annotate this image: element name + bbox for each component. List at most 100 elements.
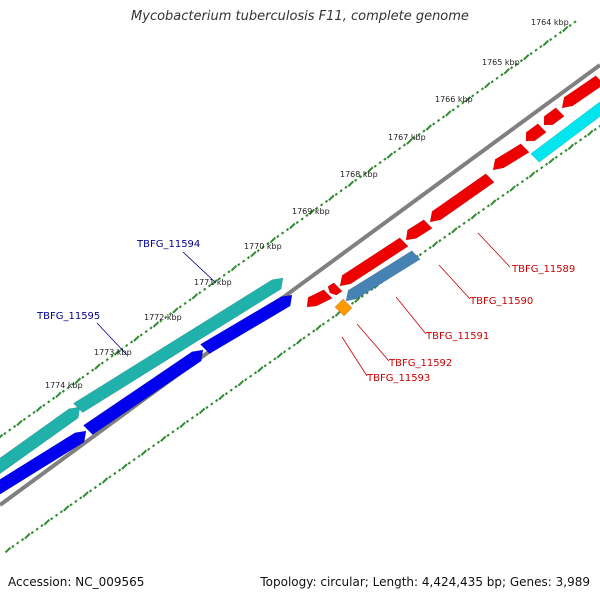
map-title: Mycobacterium tuberculosis F11, complete… [131, 9, 469, 24]
minor-tick [50, 517, 54, 521]
gene-feature [530, 101, 600, 163]
gene-feature [345, 250, 421, 302]
minor-tick [578, 138, 583, 142]
minor-tick [183, 301, 187, 305]
minor-tick [88, 489, 93, 493]
minor-tick [422, 129, 426, 133]
minor-tick [559, 152, 563, 156]
major-tick [230, 265, 238, 272]
gene-label-reverse: TBFG_11589 [511, 264, 575, 275]
minor-tick [514, 62, 519, 66]
gene-label-reverse: TBFG_11591 [425, 331, 489, 342]
major-tick [470, 213, 478, 220]
minor-tick [156, 440, 161, 444]
minor-tick [79, 496, 83, 500]
ruler-tick-label: 1773 kbp [94, 348, 132, 357]
minor-tick [520, 179, 524, 184]
minor-tick [273, 357, 277, 361]
major-tick [528, 171, 536, 178]
minor-tick [305, 213, 309, 218]
major-tick [386, 152, 394, 159]
minor-tick [553, 34, 558, 38]
minor-tick [319, 203, 324, 207]
minor-tick [110, 354, 114, 358]
gene-feature [306, 289, 333, 308]
minor-tick [281, 231, 285, 235]
gene-feature [561, 75, 600, 109]
minor-tick [457, 225, 461, 229]
major-tick [276, 352, 283, 359]
minor-tick [360, 294, 364, 298]
minor-tick [564, 148, 568, 152]
gene-feature [543, 107, 565, 126]
minor-tick [300, 217, 304, 221]
minor-tick [287, 346, 292, 351]
minor-tick [480, 87, 485, 91]
major-tick [35, 405, 43, 413]
gene-label-callouts: TBFG_11594 TBFG_11595 TBFG_11589 TBFG_11590… [36, 232, 575, 384]
major-tick [548, 157, 555, 164]
ruler-tick-label: 1765 kbp [482, 58, 520, 67]
minor-tick [166, 433, 170, 437]
minor-tick [205, 405, 209, 410]
ruler-tick-label: 1764 kbp [531, 18, 569, 27]
minor-tick [242, 259, 246, 263]
major-tick [542, 39, 549, 47]
minor-tick [227, 270, 231, 274]
minor-tick [490, 80, 494, 84]
major-tick [523, 53, 530, 61]
major-tick [198, 407, 206, 415]
minor-tick [315, 206, 319, 211]
gene-label-forward: TBFG_11595 [36, 311, 100, 322]
minor-tick [307, 332, 311, 337]
minor-tick [350, 301, 355, 305]
minor-tick [176, 426, 180, 430]
minor-tick [535, 169, 539, 173]
minor-tick [397, 146, 402, 151]
minor-tick [35, 527, 39, 531]
minor-tick [418, 252, 423, 257]
minor-tick [515, 183, 520, 187]
minor-tick [378, 161, 382, 165]
gene-feature [72, 277, 284, 413]
major-tick [101, 477, 109, 484]
ruler-tick-label: 1768 kbp [340, 170, 378, 179]
genome-stats-footer: Topology: circular; Length: 4,424,435 bp… [260, 575, 590, 589]
minor-tick [417, 132, 421, 137]
minor-tick [185, 419, 190, 424]
minor-tick [276, 234, 280, 239]
minor-tick [481, 207, 486, 212]
callout-leader-line [182, 251, 217, 284]
minor-tick [519, 59, 524, 63]
major-tick [179, 421, 186, 429]
minor-tick [86, 372, 90, 376]
minor-tick [282, 350, 287, 354]
minor-tick [159, 319, 163, 323]
minor-tick [263, 364, 267, 368]
major-tick [191, 293, 199, 300]
minor-tick [436, 118, 441, 123]
minor-tick [51, 396, 56, 400]
minor-tick [93, 485, 97, 490]
minor-tick [32, 410, 36, 415]
ruler-tick-label: 1774 kbp [45, 381, 83, 390]
minor-tick [285, 227, 290, 232]
major-tick [0, 433, 4, 439]
minor-tick [574, 141, 578, 146]
minor-tick [151, 444, 156, 448]
minor-tick [549, 37, 553, 42]
callout-leader-line [356, 323, 390, 362]
gene-label-reverse: TBFG_11590 [469, 296, 533, 307]
minor-tick [495, 76, 499, 80]
callout-leader-line [477, 232, 511, 268]
minor-tick [105, 358, 109, 362]
gene-feature-small [334, 298, 353, 317]
minor-tick [428, 246, 432, 250]
major-tick [121, 463, 128, 470]
minor-tick [27, 414, 31, 418]
major-tick [82, 491, 89, 498]
minor-tick [412, 136, 416, 140]
minor-tick [12, 424, 17, 429]
minor-tick [125, 343, 129, 348]
minor-tick [506, 190, 510, 194]
